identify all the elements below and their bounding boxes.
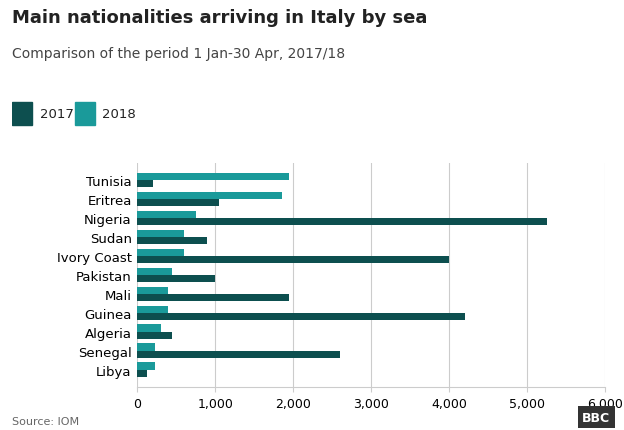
Bar	[137, 313, 465, 320]
Bar	[137, 287, 168, 294]
Text: 2018: 2018	[102, 108, 136, 120]
Text: Source: IOM: Source: IOM	[12, 416, 80, 426]
Bar	[137, 212, 196, 218]
Bar	[137, 344, 155, 351]
Bar	[137, 174, 290, 181]
Bar	[137, 200, 219, 207]
Text: Main nationalities arriving in Italy by sea: Main nationalities arriving in Italy by …	[12, 9, 428, 27]
Bar	[137, 237, 207, 245]
Bar	[137, 249, 184, 256]
Bar	[75, 102, 95, 126]
Bar	[12, 102, 32, 126]
Bar	[137, 218, 547, 226]
Text: 2017: 2017	[40, 108, 74, 120]
Bar	[137, 268, 172, 275]
Bar	[137, 256, 449, 264]
Bar	[137, 325, 161, 332]
Bar	[137, 306, 168, 313]
Bar	[137, 275, 215, 283]
Bar	[137, 332, 172, 339]
Bar	[137, 230, 184, 237]
Bar	[137, 362, 155, 370]
Bar	[137, 370, 147, 377]
Bar	[137, 193, 281, 200]
Bar	[137, 181, 153, 188]
Bar	[137, 294, 290, 301]
Text: BBC: BBC	[582, 411, 610, 424]
Text: Comparison of the period 1 Jan-30 Apr, 2017/18: Comparison of the period 1 Jan-30 Apr, 2…	[12, 47, 346, 61]
Bar	[137, 351, 340, 358]
